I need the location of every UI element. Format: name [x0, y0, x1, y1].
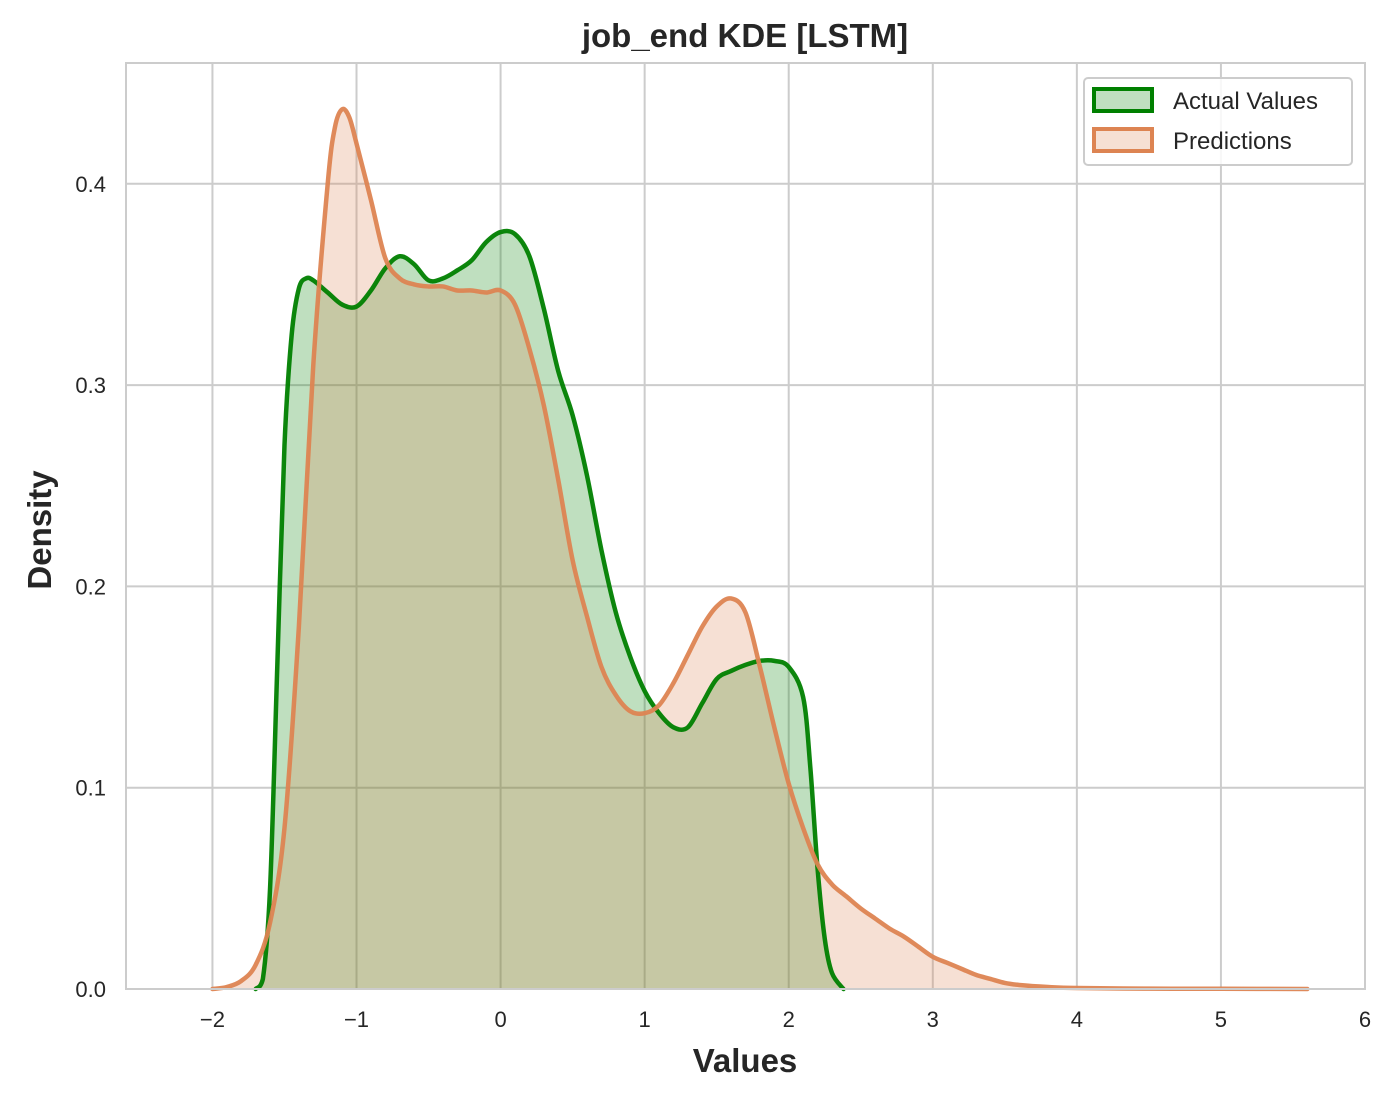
y-tick-label: 0.4	[75, 172, 106, 197]
x-tick-label: 2	[783, 1007, 795, 1032]
legend: Actual Values Predictions	[1083, 77, 1353, 166]
x-axis-ticks: −2 −1 0 1 2 3 4 5 6	[200, 1007, 1371, 1032]
y-tick-label: 0.3	[75, 373, 106, 398]
x-tick-label: 0	[494, 1007, 506, 1032]
x-tick-label: −1	[344, 1007, 369, 1032]
area-actual-values	[255, 231, 844, 989]
line-actual-values	[253, 228, 846, 992]
y-axis-ticks: 0.0 0.1 0.2 0.3 0.4	[75, 172, 106, 1002]
x-tick-label: −2	[200, 1007, 225, 1032]
x-tick-label: 4	[1071, 1007, 1083, 1032]
y-tick-label: 0.2	[75, 574, 106, 599]
chart-title: job_end KDE [LSTM]	[581, 17, 908, 54]
legend-label-predictions: Predictions	[1173, 128, 1292, 155]
grid-lines	[126, 63, 1365, 989]
x-axis-title: Values	[693, 1042, 798, 1079]
legend-label-actual: Actual Values	[1173, 88, 1318, 115]
legend-swatch-actual	[1092, 87, 1154, 113]
legend-swatch-predictions	[1092, 127, 1154, 153]
plot-frame	[125, 62, 1366, 990]
y-axis-title: Density	[21, 470, 58, 590]
density-lines	[210, 106, 1310, 992]
y-tick-label: 0.1	[75, 776, 106, 801]
x-tick-label: 5	[1215, 1007, 1227, 1032]
x-tick-label: 1	[639, 1007, 651, 1032]
x-tick-label: 3	[927, 1007, 939, 1032]
line-predictions	[210, 106, 1310, 992]
density-areas	[212, 108, 1308, 990]
x-tick-label: 6	[1359, 1007, 1371, 1032]
y-tick-label: 0.0	[75, 977, 106, 1002]
area-predictions	[212, 108, 1308, 990]
